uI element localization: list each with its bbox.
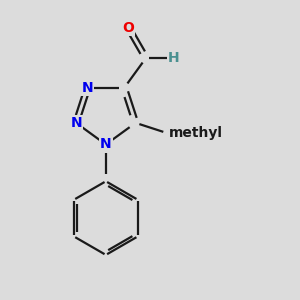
Text: N: N bbox=[82, 81, 93, 95]
Text: methyl: methyl bbox=[169, 126, 223, 140]
Text: O: O bbox=[122, 21, 134, 35]
Text: H: H bbox=[168, 51, 179, 65]
Text: N: N bbox=[70, 116, 82, 130]
Text: N: N bbox=[100, 137, 112, 152]
